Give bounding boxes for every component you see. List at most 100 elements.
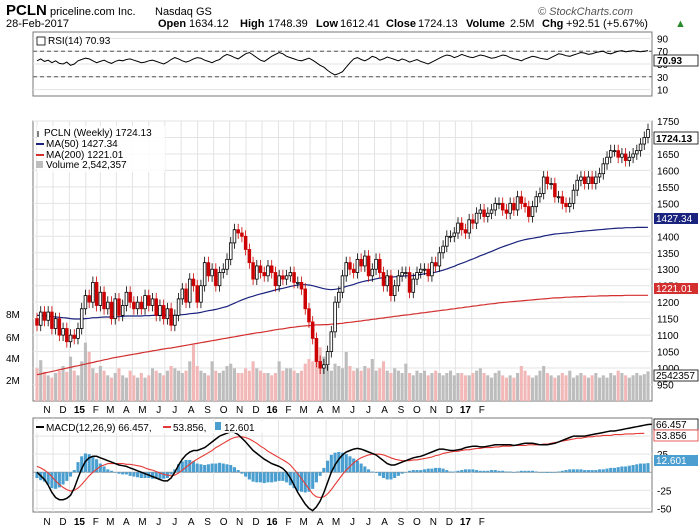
volume-bar bbox=[333, 363, 337, 401]
month-label: O bbox=[413, 405, 421, 416]
volume-bar bbox=[311, 361, 315, 401]
candle-body bbox=[418, 268, 423, 273]
month-label: F bbox=[285, 517, 291, 528]
macd-histogram-bar bbox=[460, 470, 464, 473]
volume-bar bbox=[549, 375, 553, 401]
macd-histogram-bar bbox=[519, 470, 523, 473]
volume-bar bbox=[389, 373, 393, 401]
macd-histogram-bar bbox=[117, 472, 121, 474]
volume-bar bbox=[609, 373, 613, 401]
volume-bars bbox=[35, 342, 650, 401]
volume-bar bbox=[214, 370, 218, 401]
candle-body bbox=[471, 219, 475, 224]
candle-body bbox=[482, 209, 486, 217]
month-label: A bbox=[317, 517, 324, 528]
volume-bar bbox=[482, 373, 486, 401]
ma50-value-box bbox=[654, 213, 698, 224]
volume-bar bbox=[460, 373, 464, 401]
volume-bar bbox=[322, 356, 326, 401]
macd-histogram-bar bbox=[106, 469, 110, 473]
macd-histogram-bar bbox=[255, 472, 259, 483]
volume-bar bbox=[475, 370, 479, 401]
volume-bar bbox=[557, 375, 561, 401]
macd-histogram-bar bbox=[638, 463, 643, 473]
volume-bar bbox=[54, 373, 58, 401]
candle-body bbox=[344, 262, 348, 277]
candle-body bbox=[91, 282, 95, 303]
month-label: J bbox=[172, 517, 177, 528]
macd-histogram-bar bbox=[419, 470, 423, 473]
volume-bar bbox=[35, 368, 39, 401]
volume-bar bbox=[229, 363, 233, 401]
volume-bar bbox=[258, 370, 263, 401]
macd-histogram-bar bbox=[329, 454, 333, 473]
month-label: S bbox=[204, 405, 211, 416]
volume-bar bbox=[91, 368, 95, 401]
volume-bar bbox=[564, 375, 568, 401]
volume-bar bbox=[493, 373, 497, 401]
macd-histogram-bar bbox=[35, 472, 39, 479]
candle-body bbox=[202, 262, 207, 287]
volume-bar bbox=[512, 377, 516, 401]
volume-bar bbox=[598, 377, 602, 401]
macd-histogram-bar bbox=[232, 467, 237, 473]
volume-bar bbox=[489, 377, 494, 401]
volume-bar bbox=[426, 375, 430, 401]
candle-body bbox=[180, 288, 185, 300]
candle-body bbox=[378, 258, 382, 273]
price-legend-bg bbox=[37, 126, 165, 172]
macd-histogram-bar bbox=[557, 471, 561, 473]
volume-bar bbox=[545, 373, 549, 401]
volume-bar bbox=[121, 375, 125, 401]
candle-body bbox=[534, 196, 538, 208]
rsi-tick-label: 70 bbox=[657, 47, 669, 58]
volume-bar bbox=[467, 375, 471, 401]
volume-bar bbox=[415, 370, 419, 401]
candle-body bbox=[582, 176, 587, 184]
candle-body bbox=[646, 129, 650, 138]
macd-histogram-bar bbox=[430, 468, 434, 473]
volume-bar bbox=[542, 366, 546, 401]
histogram-legend-text: 12.601 bbox=[224, 423, 255, 434]
candle-body bbox=[173, 314, 177, 326]
candle-body bbox=[262, 272, 267, 277]
macd-histogram-bar bbox=[247, 472, 251, 480]
macd-histogram-bar bbox=[370, 471, 374, 473]
volume-bar bbox=[408, 373, 412, 401]
volume-bar bbox=[169, 366, 173, 401]
ma200-line bbox=[36, 294, 648, 376]
macd-line bbox=[36, 423, 652, 512]
month-label: D bbox=[446, 405, 453, 416]
volume-bar bbox=[486, 375, 490, 401]
macd-histogram-bar bbox=[646, 463, 650, 473]
candle-body bbox=[616, 150, 620, 158]
volume-bar bbox=[627, 377, 631, 401]
macd-histogram-bar bbox=[549, 472, 553, 473]
macd-histogram-bar bbox=[158, 472, 162, 479]
macd-histogram-bar bbox=[210, 463, 214, 473]
volume-bar bbox=[456, 373, 460, 401]
month-label: M bbox=[106, 517, 114, 528]
month-label: N bbox=[430, 405, 437, 416]
month-label: F bbox=[479, 405, 485, 416]
month-label: S bbox=[398, 517, 405, 528]
macd-histogram-bar bbox=[121, 472, 125, 475]
macd-histogram-bar bbox=[184, 459, 188, 473]
candle-body bbox=[549, 183, 553, 185]
candle-body bbox=[187, 278, 192, 303]
candle-body bbox=[500, 202, 505, 211]
macd-histogram-bar bbox=[381, 472, 386, 479]
macd-histogram-bar bbox=[95, 459, 99, 473]
close-value: 1724.13 bbox=[418, 18, 458, 30]
macd-histogram-bar bbox=[601, 469, 605, 473]
histogram-value-box bbox=[654, 455, 698, 466]
volume-bar bbox=[329, 370, 333, 401]
macd-histogram-bar bbox=[422, 469, 427, 473]
month-label: M bbox=[300, 517, 308, 528]
price-legend: PCLN (Weekly) 1724.13 MA(50) 1427.34 MA(… bbox=[36, 126, 165, 172]
price-tick-label: 1400 bbox=[657, 232, 680, 243]
macd-histogram-bar bbox=[337, 451, 341, 473]
volume-bar bbox=[568, 370, 572, 401]
candle-body bbox=[79, 308, 84, 329]
candle-body bbox=[303, 288, 307, 310]
